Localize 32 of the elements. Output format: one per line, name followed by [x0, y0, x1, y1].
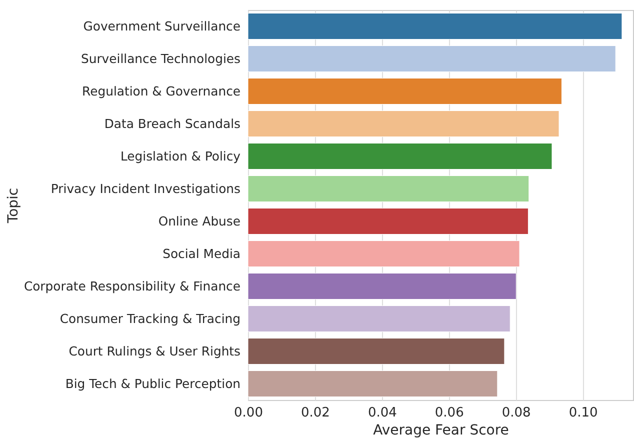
- bar: [248, 208, 528, 234]
- y-tick-label: Consumer Tracking & Tracing: [60, 310, 240, 326]
- y-tick-label: Privacy Incident Investigations: [50, 180, 240, 196]
- y-tick-label: Data Breach Scandals: [104, 116, 240, 131]
- bar: [248, 13, 622, 40]
- x-tick-label: 0.04: [368, 406, 397, 420]
- x-tick-label: 0.06: [434, 406, 464, 420]
- y-tick-label: Social Media: [162, 246, 240, 261]
- y-tick-label: Corporate Responsibility & Finance: [24, 278, 240, 294]
- bar: [248, 273, 516, 300]
- y-tick-label: Online Abuse: [158, 213, 240, 228]
- x-axis-title: Average Fear Score: [373, 422, 509, 438]
- bar: [248, 338, 505, 364]
- bar: [248, 176, 530, 202]
- bar: [248, 110, 560, 137]
- y-tick-label: Legislation & Policy: [120, 148, 240, 164]
- x-tick-label: 0.00: [234, 406, 263, 420]
- y-axis-title: Topic: [6, 188, 22, 224]
- bar: [248, 306, 510, 332]
- x-tick-label: 0.08: [502, 406, 531, 420]
- y-tick-label: Government Surveillance: [83, 18, 240, 34]
- y-tick-label: Big Tech & Public Perception: [65, 376, 240, 391]
- bar: [248, 78, 562, 104]
- x-tick-label: 0.02: [300, 406, 330, 420]
- y-tick-label: Regulation & Governance: [82, 83, 240, 98]
- y-tick-label: Court Rulings & User Rights: [68, 343, 240, 358]
- bar: [248, 46, 616, 72]
- y-tick-label: Surveillance Technologies: [80, 50, 240, 66]
- x-tick-label: 0.10: [568, 406, 598, 420]
- bar: [248, 370, 498, 397]
- bar: [248, 143, 552, 170]
- bar: [248, 240, 520, 267]
